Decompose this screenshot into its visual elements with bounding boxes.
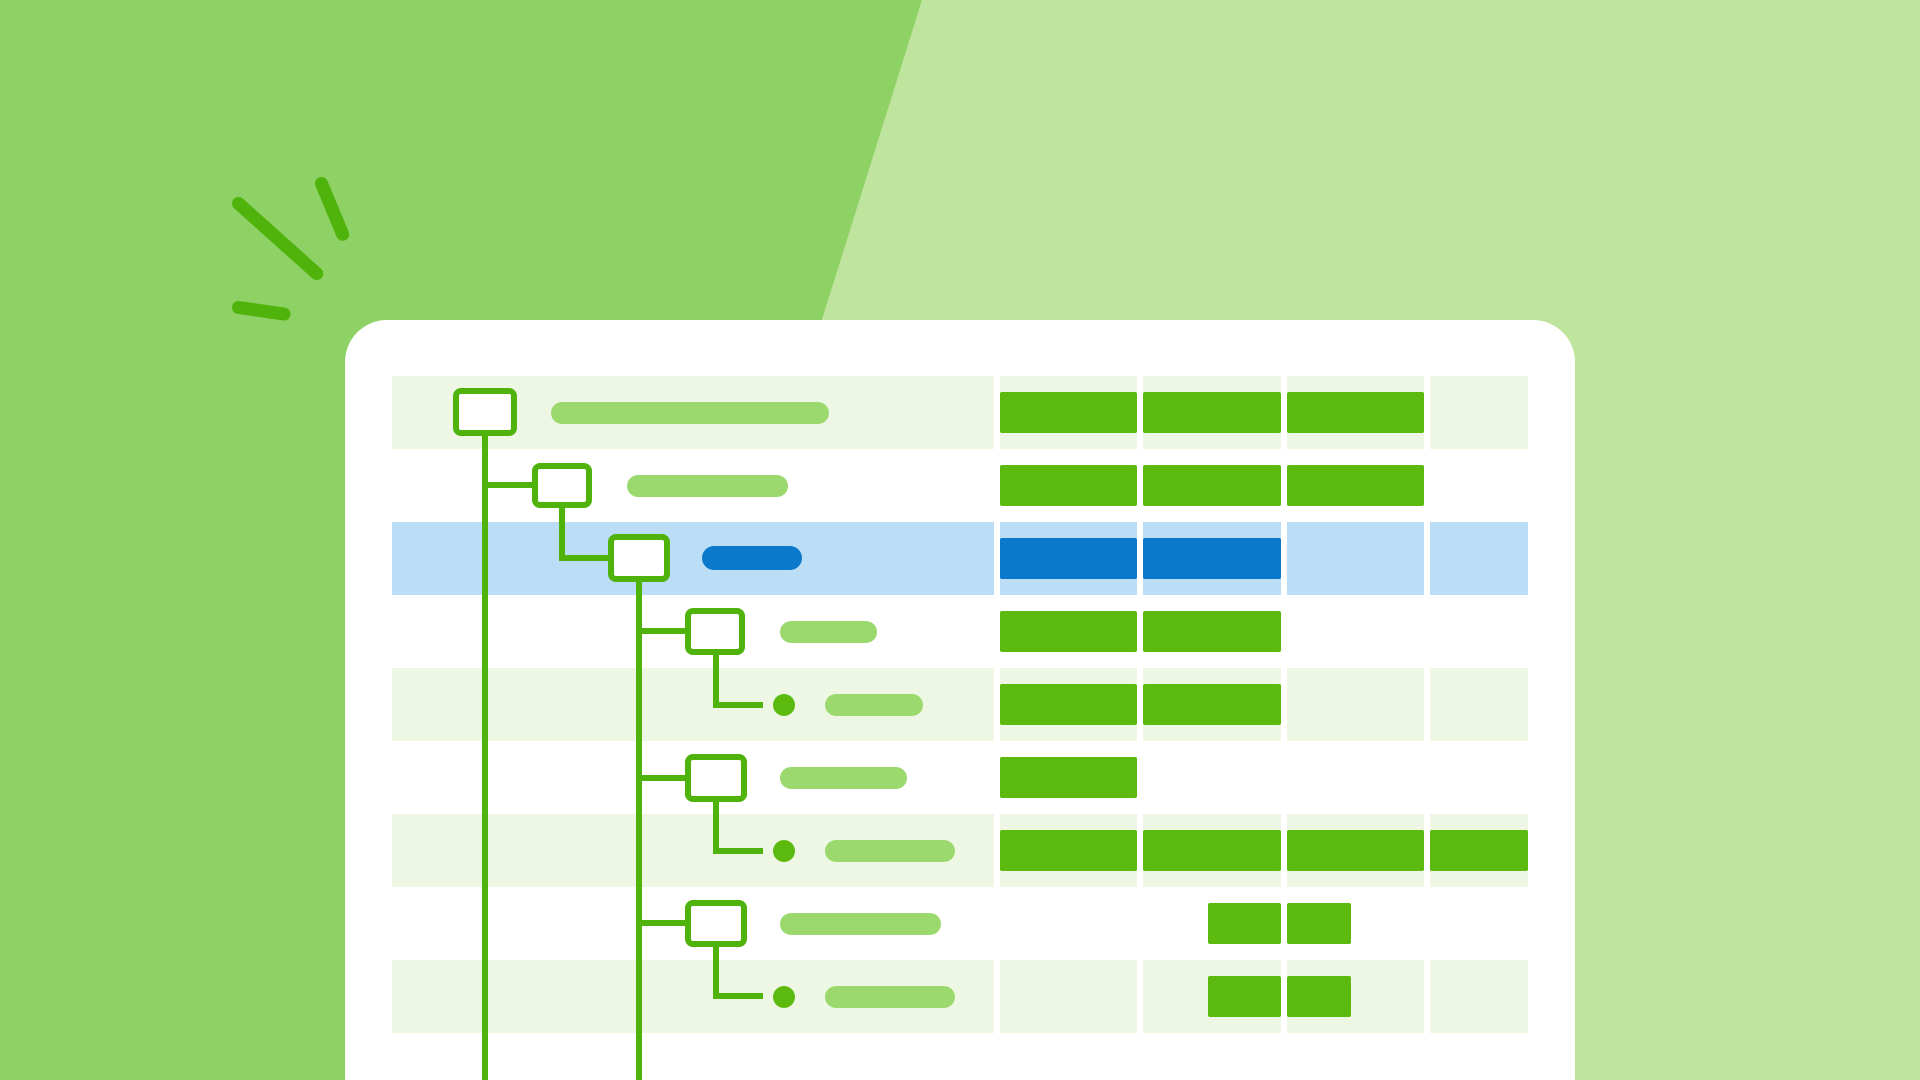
gantt-bar-selected[interactable] (1000, 538, 1137, 579)
task-label-placeholder (780, 913, 941, 935)
task-label-placeholder (825, 694, 923, 716)
gantt-cell (1430, 522, 1528, 595)
gantt-bar[interactable] (1287, 830, 1424, 871)
gantt-bar[interactable] (1287, 903, 1351, 944)
table-row-selected[interactable] (392, 522, 1528, 595)
gantt-bar[interactable] (1000, 465, 1137, 506)
tree-connector-line (713, 702, 763, 708)
gantt-bar[interactable] (1287, 465, 1424, 506)
gantt-bar[interactable] (1000, 392, 1137, 433)
gantt-cell (1430, 960, 1528, 1033)
gantt-bar[interactable] (1000, 757, 1137, 798)
subtask-bullet-icon (773, 986, 795, 1008)
table-row[interactable] (392, 741, 1528, 814)
tree-connector-line (559, 508, 565, 561)
task-label-placeholder (702, 546, 802, 570)
gantt-bar[interactable] (1208, 903, 1281, 944)
table-row[interactable] (392, 595, 1528, 668)
tree-connector-line (559, 555, 608, 561)
gantt-bar[interactable] (1287, 976, 1351, 1017)
tree-connector-line (636, 582, 642, 1080)
task-label-placeholder (551, 402, 829, 424)
gantt-bar[interactable] (1000, 830, 1137, 871)
subtask-bullet-icon (773, 694, 795, 716)
tree-connector-line (636, 775, 685, 781)
tree-connector-line (482, 436, 488, 1080)
gantt-bar[interactable] (1000, 611, 1137, 652)
tree-connector-line (713, 802, 719, 854)
table-row[interactable] (392, 814, 1528, 887)
gantt-cell (1287, 522, 1424, 595)
task-name-cell (392, 522, 994, 595)
gantt-cell (1430, 376, 1528, 449)
task-node[interactable] (685, 754, 747, 802)
tree-connector-line (713, 848, 763, 854)
tree-connector-line (713, 947, 719, 999)
tree-connector-line (482, 482, 532, 488)
gantt-cell (1000, 960, 1137, 1033)
gantt-bar[interactable] (1000, 684, 1137, 725)
gantt-cell (1287, 668, 1424, 741)
table-row[interactable] (392, 960, 1528, 1033)
table-row[interactable] (392, 376, 1528, 449)
task-node[interactable] (608, 534, 670, 582)
gantt-bar[interactable] (1287, 392, 1424, 433)
gantt-bar[interactable] (1430, 830, 1528, 871)
task-label-placeholder (780, 621, 877, 643)
gantt-bar[interactable] (1143, 611, 1281, 652)
task-label-placeholder (825, 986, 955, 1008)
task-node[interactable] (532, 463, 592, 508)
task-node[interactable] (453, 388, 517, 436)
gantt-bar[interactable] (1143, 392, 1281, 433)
table-row[interactable] (392, 887, 1528, 960)
task-label-placeholder (825, 840, 955, 862)
task-node[interactable] (685, 608, 745, 655)
task-label-placeholder (780, 767, 907, 789)
gantt-bar[interactable] (1143, 684, 1281, 725)
gantt-bar[interactable] (1143, 465, 1281, 506)
subtask-bullet-icon (773, 840, 795, 862)
task-label-placeholder (627, 475, 788, 497)
table-row[interactable] (392, 668, 1528, 741)
gantt-bar[interactable] (1143, 830, 1281, 871)
gantt-bar[interactable] (1208, 976, 1281, 1017)
tree-connector-line (636, 920, 685, 926)
tree-connector-line (636, 628, 685, 634)
tree-connector-line (713, 993, 763, 999)
gantt-bar-selected[interactable] (1143, 538, 1281, 579)
gantt-cell (1430, 668, 1528, 741)
tree-connector-line (713, 655, 719, 708)
table-row[interactable] (392, 449, 1528, 522)
task-node[interactable] (685, 900, 747, 947)
